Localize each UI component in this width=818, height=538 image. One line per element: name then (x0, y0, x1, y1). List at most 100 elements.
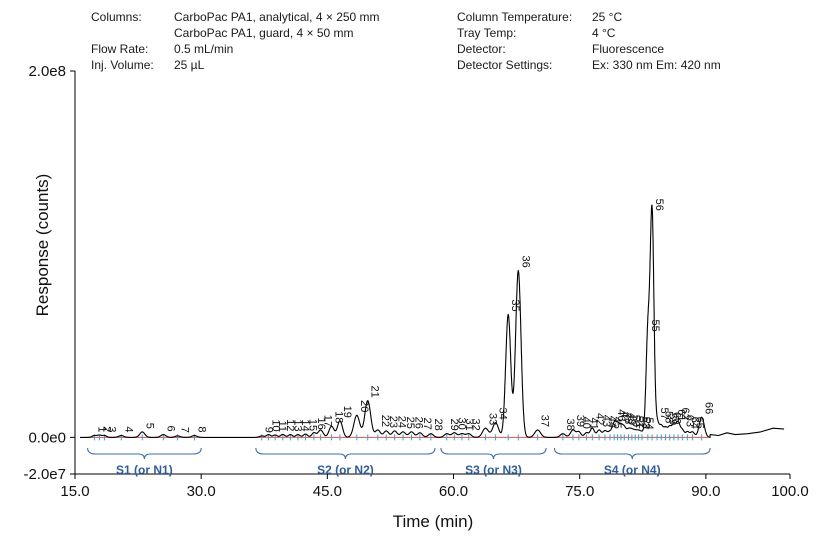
x-tick-label: 15.0 (60, 483, 89, 500)
chromatogram-trace (79, 204, 785, 438)
y-tick-label: 2.0e8 (28, 63, 66, 80)
peak-label: 33 (487, 413, 499, 425)
tray-temp-value: 4 °C (592, 26, 616, 40)
x-tick-label: 100.0 (771, 483, 809, 500)
peak-label: 6 (164, 425, 176, 431)
peak-label: 25 (404, 417, 416, 429)
peak-label: 11 (276, 421, 288, 432)
columns-value: CarboPac PA1, analytical, 4 × 250 mm (174, 10, 380, 24)
peak-label: 35 (509, 299, 521, 311)
peak-label: 53 (640, 417, 652, 429)
x-tick-label: 45.0 (313, 483, 342, 500)
peak-label: 16 (315, 418, 327, 430)
peak-label: 36 (519, 255, 531, 267)
peak-label: 62 (679, 407, 691, 419)
chart-axes: 15.0 30.0 45.0 60.0 75.0 90.0 100.0 -2.0e7 0.0e0… (23, 63, 808, 500)
peak-label: 28 (432, 418, 444, 430)
peak-label: 26 (413, 417, 425, 429)
peak-label: 27 (421, 418, 433, 430)
peak-label: 42 (593, 413, 605, 425)
peak-label: 13 (291, 419, 303, 431)
peak-label: 52 (636, 417, 648, 429)
peak-label: 1 (95, 426, 107, 432)
inj-volume-value: 25 µL (174, 58, 205, 72)
peak-label: 65 (693, 417, 705, 429)
region-label: S2 (or N2) (317, 463, 374, 477)
peak-label: 47 (619, 411, 631, 423)
guard-column-value: CarboPac PA1, guard, 4 × 50 mm (174, 26, 354, 40)
peak-label: 51 (633, 416, 645, 428)
peak-label: 4 (122, 426, 134, 432)
peak-label: 46 (615, 409, 627, 421)
trace-layer (79, 204, 785, 438)
peak-label: 58 (662, 411, 674, 423)
peak-label: 61 (675, 409, 687, 421)
peak-label: 31 (463, 418, 475, 430)
peak-label: 18 (333, 411, 345, 423)
peak-label: 59 (667, 413, 679, 425)
flow-rate-value: 0.5 mL/min (174, 42, 234, 56)
detector-value: Fluorescence (592, 42, 665, 56)
conditions-right-block: Column Temperature: 25 °C Tray Temp: 4 °… (457, 10, 797, 72)
region-brace (440, 447, 547, 460)
peak-label: 63 (683, 415, 695, 427)
flow-rate-label: Flow Rate: (91, 42, 149, 56)
peak-label: 14 (299, 419, 311, 431)
peak-label: 21 (369, 385, 381, 397)
region-brace (255, 447, 436, 460)
peak-label: 66 (703, 402, 715, 414)
baseline-layer (83, 434, 709, 441)
peak-label: 57 (658, 407, 670, 419)
x-tick-label: 90.0 (691, 483, 720, 500)
y-tick-label: -2.0e7 (23, 466, 66, 483)
peak-label: 56 (653, 199, 665, 211)
peak-label: 12 (284, 419, 296, 431)
detector-settings-value: Ex: 330 nm Em: 420 nm (592, 58, 721, 72)
peak-label: 55 (649, 320, 661, 332)
x-tick-label: 30.0 (187, 483, 216, 500)
peak-label: 19 (341, 406, 353, 418)
peak-label: 23 (387, 416, 399, 428)
peak-label: 39 (574, 415, 586, 427)
column-temp-value: 25 °C (592, 10, 623, 24)
region-label: S4 (or N4) (604, 463, 661, 477)
peak-label: 9 (263, 427, 275, 433)
peak-label: 8 (195, 426, 207, 432)
peak-label: 37 (539, 415, 551, 427)
peak-label: 48 (622, 412, 634, 424)
peak-label: 50 (630, 415, 642, 427)
peak-label: 29 (448, 418, 460, 430)
columns-label: Columns: (91, 10, 142, 24)
peak-label: 60 (671, 412, 683, 424)
peak-label: 34 (497, 407, 509, 419)
region-label: S1 (or N1) (116, 463, 173, 477)
y-tick-label: 0.0e0 (28, 429, 66, 446)
tray-temp-label: Tray Temp: (457, 26, 517, 40)
peak-label: 2 (100, 426, 112, 432)
peak-label: 20 (358, 400, 370, 412)
peak-label: 44 (606, 416, 618, 428)
x-axis-title: Time (min) (393, 512, 474, 531)
peak-label: 32 (470, 418, 482, 430)
peak-label: 5 (143, 423, 155, 429)
peak-label: 49 (625, 413, 637, 425)
peak-label: 10 (270, 419, 282, 431)
x-tick-label: 75.0 (565, 483, 594, 500)
peak-label: 30 (455, 418, 467, 430)
peak-label: 64 (688, 417, 700, 429)
column-temp-label: Column Temperature: (457, 10, 573, 24)
peak-label: 43 (600, 415, 612, 427)
detector-settings-label: Detector Settings: (457, 58, 553, 72)
detector-label: Detector: (457, 42, 506, 56)
conditions-left-block: Columns: CarboPac PA1, analytical, 4 × 2… (91, 10, 421, 72)
region-brace (553, 447, 711, 460)
x-tick-label: 60.0 (439, 483, 468, 500)
inj-volume-label: Inj. Volume: (91, 58, 154, 72)
region-label: S3 (or N3) (465, 463, 522, 477)
peak-label: 22 (379, 415, 391, 427)
peak-label: 45 (611, 417, 623, 429)
peak-label: 3 (105, 426, 117, 432)
peak-label: 15 (307, 419, 319, 431)
